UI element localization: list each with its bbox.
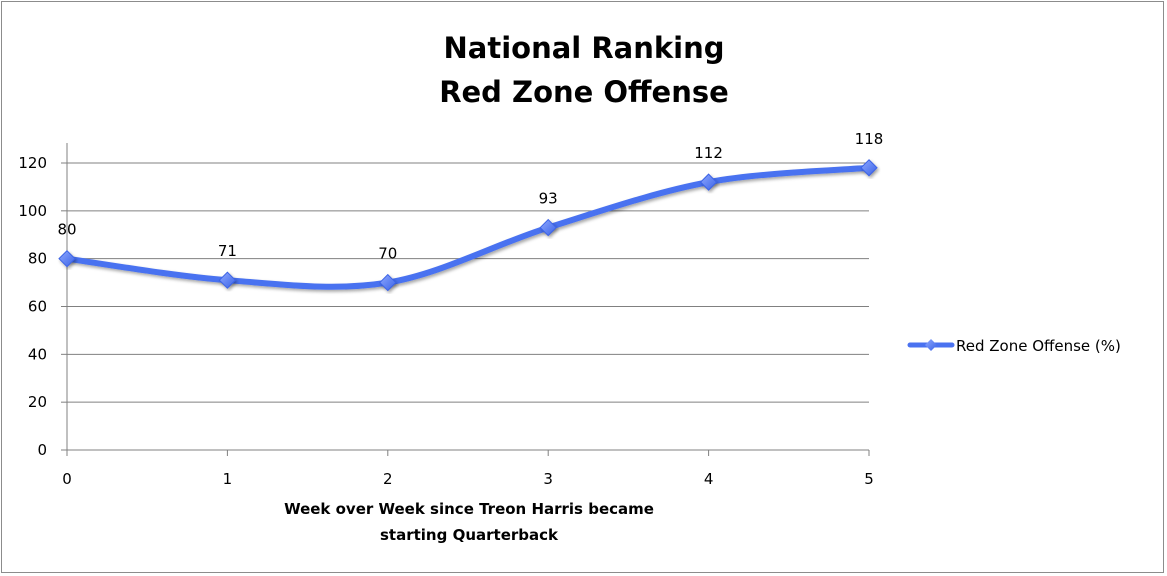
y-tick-label: 0: [37, 441, 47, 459]
series-line: [64, 164, 872, 290]
data-point-marker[interactable]: [539, 218, 557, 237]
y-tick-label: 80: [28, 250, 47, 268]
x-tick-label: 0: [62, 470, 72, 488]
data-point-marker[interactable]: [58, 249, 76, 268]
series-red-zone-offense: [58, 159, 878, 292]
data-label: 70: [378, 245, 397, 263]
data-point-marker[interactable]: [860, 159, 878, 177]
data-labels: 80 71 70 93 112 118: [57, 130, 883, 263]
x-axis-title-line-2: starting Quarterback: [380, 526, 559, 544]
data-point-marker[interactable]: [379, 273, 397, 292]
x-tick-label: 5: [864, 470, 874, 488]
x-axis-title-line-1: Week over Week since Treon Harris became: [284, 500, 654, 518]
x-tick-label: 4: [704, 470, 714, 488]
axes: 0 20 40 60 80 100 120 0 1 2 3 4 5: [18, 143, 874, 488]
y-tick-label: 60: [28, 298, 47, 316]
x-tick-label: 3: [543, 470, 553, 488]
legend[interactable]: Red Zone Offense (%): [907, 337, 1121, 355]
data-label: 93: [539, 190, 558, 208]
y-tick-label: 20: [28, 393, 47, 411]
y-tick-label: 40: [28, 345, 47, 363]
y-tick-label: 120: [18, 154, 47, 172]
legend-marker-diamond: [925, 339, 937, 351]
data-label: 80: [57, 221, 76, 239]
y-tick-label: 100: [18, 202, 47, 220]
data-point-marker[interactable]: [218, 271, 237, 289]
gridlines: [67, 162, 869, 451]
chart-title-line-2: Red Zone Offense: [439, 75, 729, 109]
data-point-marker[interactable]: [699, 173, 718, 191]
x-tick-label: 1: [223, 470, 233, 488]
data-label: 112: [694, 144, 723, 162]
legend-label: Red Zone Offense (%): [956, 337, 1121, 355]
data-label: 71: [218, 242, 237, 260]
data-label: 118: [855, 130, 884, 148]
chart-title-line-1: National Ranking: [444, 31, 725, 65]
x-tick-label: 2: [383, 470, 393, 488]
